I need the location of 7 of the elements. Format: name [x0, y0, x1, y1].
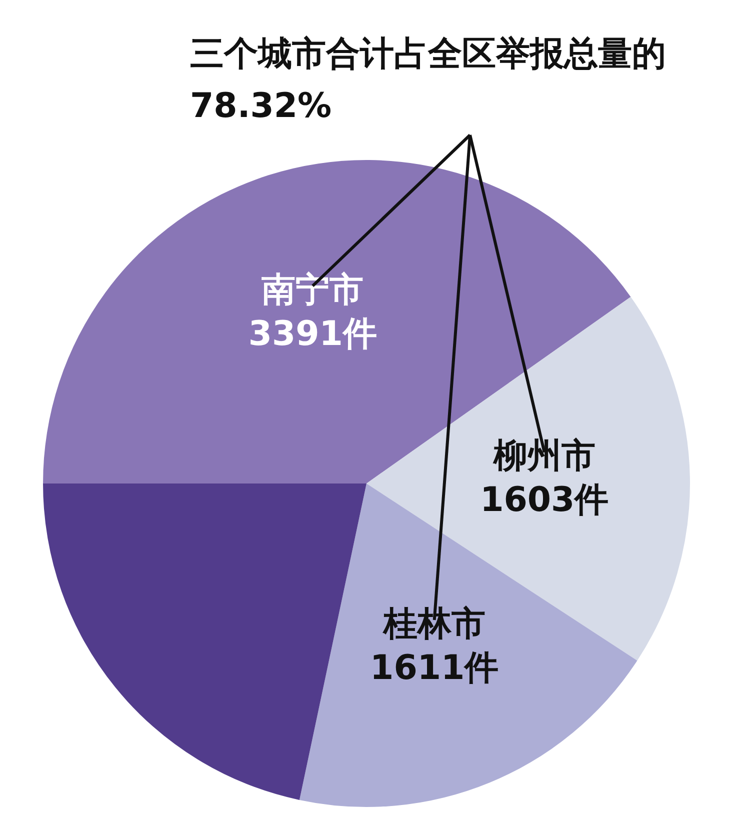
slice-label: 桂林市 — [381, 604, 486, 644]
data-label: 1611件 — [370, 648, 499, 688]
slice-label: 柳州市 — [492, 436, 596, 476]
data-label: 1603件 — [480, 480, 609, 520]
data-label: 3391件 — [248, 314, 377, 354]
text: 三个城市合计占全区举报总量的78.32% — [190, 33, 667, 128]
slice-label: 南宁市 — [262, 270, 364, 310]
